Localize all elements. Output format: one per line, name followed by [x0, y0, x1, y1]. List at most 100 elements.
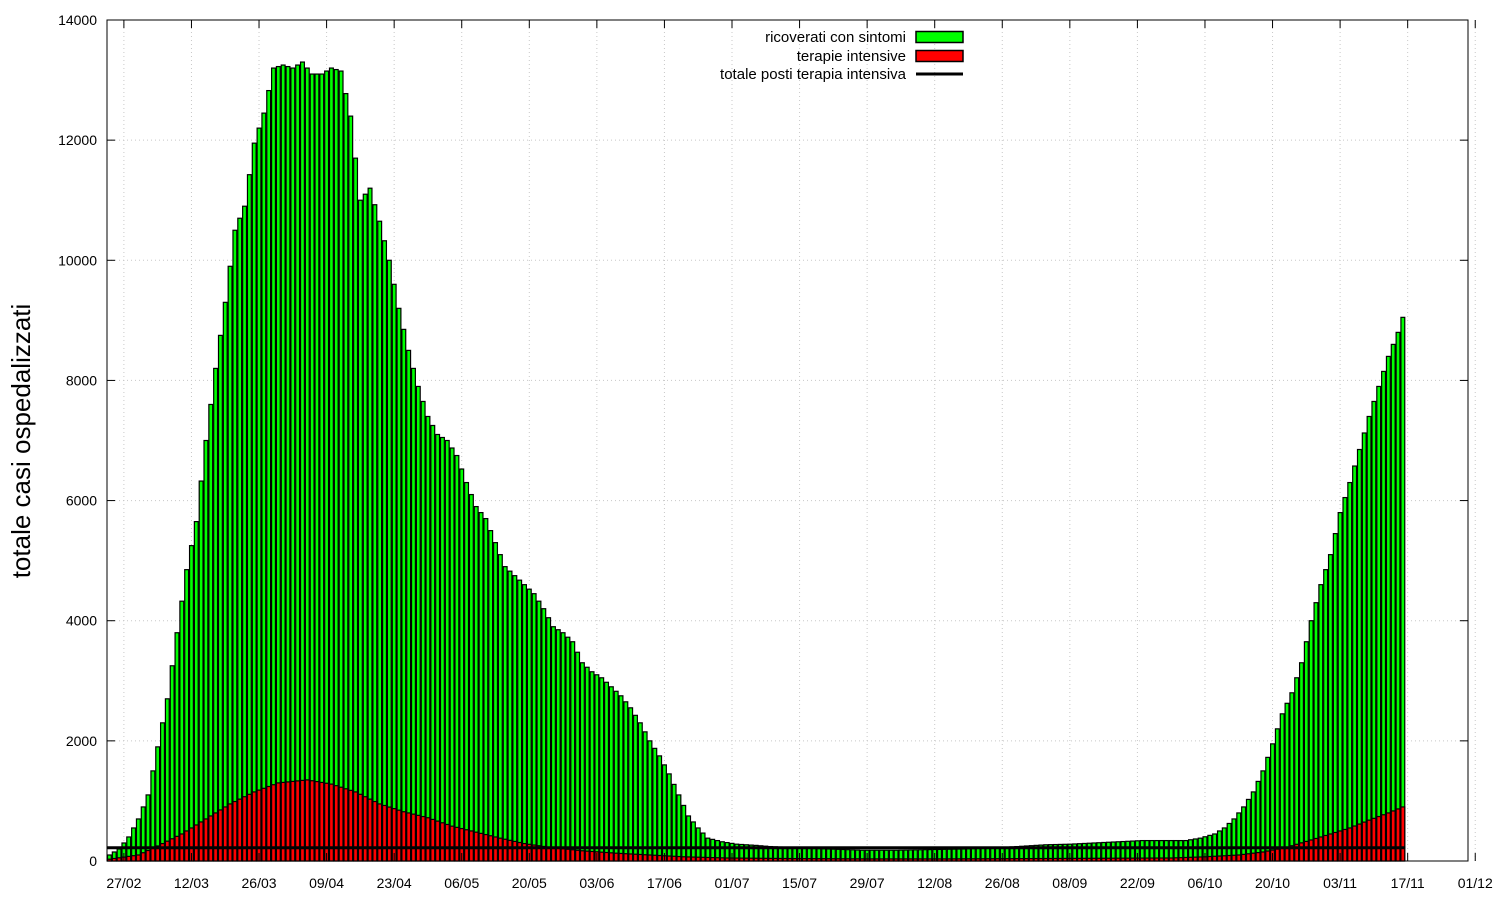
bar	[1376, 815, 1382, 862]
x-tick-label: 26/03	[242, 875, 277, 891]
bar	[343, 92, 349, 862]
bar	[242, 205, 248, 862]
bar	[613, 852, 619, 862]
bar	[377, 220, 383, 862]
bar	[1371, 400, 1377, 862]
legend-label: ricoverati con sintomi	[765, 29, 906, 46]
bar	[208, 403, 214, 862]
bar	[1178, 857, 1184, 862]
bar	[473, 505, 479, 862]
x-tick-label: 29/07	[850, 875, 885, 891]
bar	[367, 187, 373, 862]
bar	[203, 439, 209, 862]
bar	[521, 842, 527, 862]
bar	[1270, 743, 1276, 862]
bar	[338, 70, 344, 862]
bar	[647, 854, 653, 862]
bar	[237, 217, 243, 862]
bar	[1385, 355, 1391, 862]
bar	[164, 698, 170, 862]
bar	[1332, 533, 1338, 862]
bar	[324, 782, 330, 862]
bar	[1236, 854, 1242, 862]
bar	[502, 838, 508, 862]
bar	[681, 856, 687, 862]
legend-swatch	[915, 30, 964, 44]
bar	[439, 822, 445, 862]
x-tick-label: 08/09	[1052, 875, 1087, 891]
bar	[314, 73, 320, 862]
bar	[1216, 855, 1222, 862]
bar	[584, 666, 590, 862]
bar	[550, 847, 556, 862]
x-tick-label: 01/12	[1458, 875, 1493, 891]
bar	[618, 695, 624, 862]
bar	[1260, 851, 1266, 862]
bar	[584, 850, 590, 862]
bar	[1308, 620, 1314, 862]
bar	[140, 852, 146, 862]
bar	[579, 850, 585, 862]
bar	[410, 813, 416, 862]
bar	[623, 853, 629, 862]
bar	[565, 848, 571, 862]
bar	[555, 629, 561, 862]
bar	[150, 847, 156, 862]
bar	[222, 806, 228, 862]
bar	[1352, 465, 1358, 862]
bar	[483, 517, 489, 862]
bar	[184, 569, 190, 862]
bar	[1187, 856, 1194, 862]
x-tick-label: 12/03	[174, 875, 209, 891]
bar	[444, 439, 450, 862]
bar	[603, 851, 610, 862]
bar	[608, 852, 614, 862]
x-tick-label: 06/10	[1187, 875, 1222, 891]
bar	[213, 367, 219, 862]
bar	[135, 854, 141, 862]
bar	[319, 73, 325, 862]
bar	[1381, 814, 1387, 862]
bar	[517, 579, 523, 862]
bar	[570, 849, 576, 862]
bar	[681, 804, 687, 862]
bar	[710, 856, 716, 862]
bar	[246, 793, 252, 862]
bar	[628, 707, 634, 862]
bar	[1342, 496, 1348, 862]
bar	[613, 690, 619, 862]
bar	[184, 830, 190, 862]
bar	[1183, 856, 1189, 862]
bar	[309, 73, 315, 862]
bar	[270, 784, 277, 862]
bar	[372, 800, 378, 862]
plot-frame	[106, 19, 1469, 862]
bar	[686, 815, 692, 862]
bar	[449, 447, 455, 862]
bar	[256, 789, 262, 862]
bar	[565, 636, 571, 862]
bar	[690, 821, 696, 862]
bar	[1385, 812, 1391, 862]
bar	[657, 854, 663, 862]
bar	[1221, 855, 1227, 862]
bar	[410, 367, 416, 862]
bar	[575, 651, 581, 862]
bar	[1250, 852, 1256, 862]
x-tick-label: 17/06	[647, 875, 682, 891]
bar	[348, 789, 354, 862]
bar	[676, 794, 682, 862]
bar	[328, 783, 334, 862]
series-terapie-intensive	[106, 779, 1406, 862]
bar	[362, 796, 368, 862]
bar	[468, 493, 474, 862]
bar	[1207, 855, 1213, 862]
bar	[560, 632, 566, 862]
y-tick-label: 0	[89, 853, 97, 869]
bar	[555, 847, 561, 862]
x-tick-label: 15/07	[782, 875, 817, 891]
x-tick-label: 22/09	[1120, 875, 1155, 891]
bar	[1347, 481, 1353, 862]
bar	[507, 839, 513, 862]
